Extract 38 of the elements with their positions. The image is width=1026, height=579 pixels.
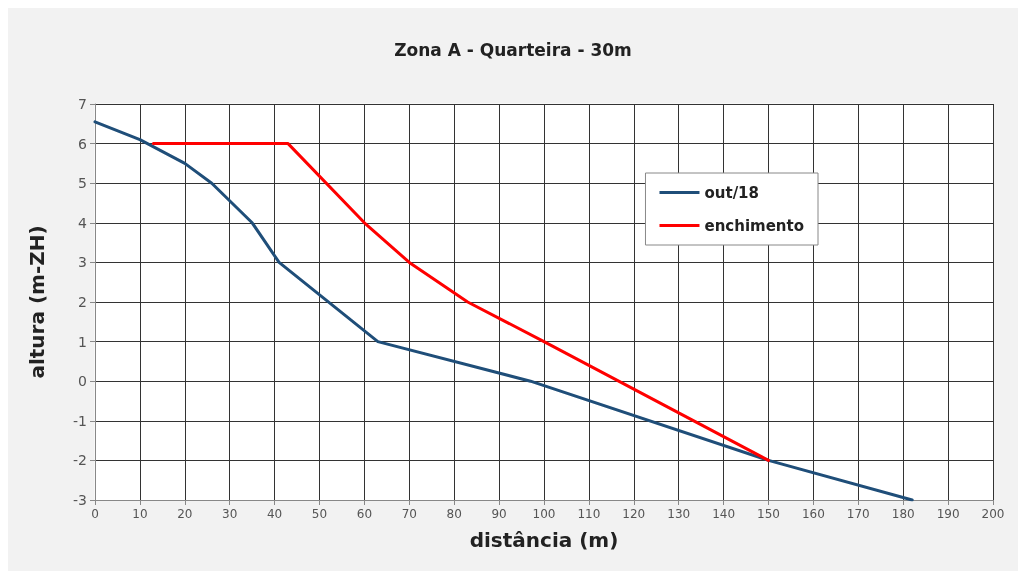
- y-tick-label: 6: [78, 135, 88, 152]
- chart-title: Zona A - Quarteira - 30m: [394, 39, 632, 60]
- x-tick-label: 160: [801, 507, 825, 521]
- x-tick-label: 190: [936, 507, 960, 521]
- y-axis-title: altura (m-ZH): [25, 225, 49, 379]
- x-tick-label: 170: [846, 507, 870, 521]
- x-tick-label: 200: [981, 507, 1005, 521]
- y-tick-label: 1: [78, 333, 87, 350]
- y-tick-label: 3: [78, 254, 87, 271]
- x-tick-label: 10: [132, 507, 148, 521]
- x-tick-label: 140: [712, 507, 736, 521]
- y-tick-label: 7: [78, 96, 87, 112]
- y-tick-label: 2: [78, 294, 87, 310]
- x-tick-label: 20: [177, 507, 193, 521]
- y-tick-label: 0: [78, 373, 87, 390]
- y-tick-label: -2: [73, 452, 87, 469]
- x-tick-label: 130: [667, 507, 691, 521]
- x-tick-label: 150: [757, 507, 780, 521]
- x-tick-label: 0: [91, 507, 99, 521]
- x-tick-label: 60: [356, 507, 373, 521]
- y-tick-label: 5: [78, 175, 87, 192]
- legend-label: out/18: [704, 183, 759, 202]
- x-tick-label: 100: [532, 507, 556, 521]
- x-tick-label: 70: [401, 507, 417, 521]
- x-axis-title: distância (m): [469, 528, 619, 552]
- legend-label: enchimento: [704, 216, 805, 235]
- x-tick-label: 120: [622, 507, 646, 521]
- x-tick-label: 50: [311, 507, 328, 521]
- y-tick-label: -1: [73, 412, 87, 429]
- x-tick-label: 40: [266, 507, 283, 521]
- y-tick-label: -3: [73, 492, 87, 508]
- line-series: [93, 120, 914, 502]
- x-tick-label: 30: [222, 507, 238, 521]
- x-tick-label: 110: [577, 507, 601, 521]
- x-tick-label: 90: [491, 507, 507, 521]
- x-tick-label: 80: [446, 507, 462, 521]
- y-tick-label: 4: [78, 214, 88, 231]
- x-tick-label: 180: [891, 507, 915, 521]
